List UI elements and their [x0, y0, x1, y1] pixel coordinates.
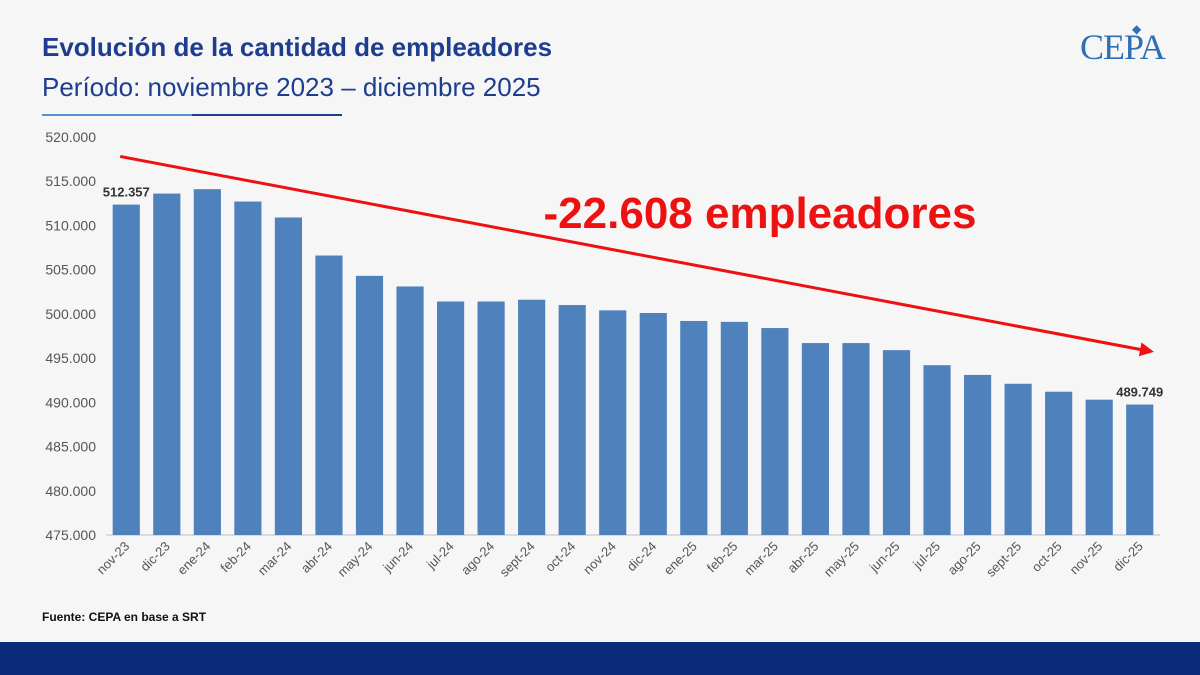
y-tick-label: 490.000: [45, 394, 96, 410]
x-tick-label: may-25: [821, 539, 862, 580]
footer-bar: [0, 642, 1200, 675]
bar: [274, 217, 303, 535]
bar: [1045, 391, 1073, 535]
x-tick-label: oct-24: [542, 539, 578, 575]
x-tick-label: dic-23: [137, 539, 173, 575]
x-tick-label: mar-24: [255, 539, 295, 579]
logo-accent-icon: ◆: [1132, 22, 1142, 36]
bar: [153, 193, 181, 536]
y-tick-label: 510.000: [45, 217, 96, 233]
y-tick-label: 515.000: [45, 173, 96, 189]
x-tick-label: abr-24: [298, 539, 335, 576]
x-tick-label: jul-25: [909, 539, 943, 573]
source-note: Fuente: CEPA en base a SRT: [42, 610, 207, 624]
bar: [801, 343, 830, 535]
bar: [558, 305, 586, 535]
x-tick-label: ene-24: [174, 539, 213, 578]
title-underline-dark: [192, 114, 342, 116]
cepa-logo: CEPA ◆: [1080, 22, 1170, 70]
x-tick-label: abr-25: [784, 539, 821, 576]
x-tick-label: ene-25: [661, 539, 700, 578]
bar: [396, 286, 424, 535]
x-tick-label: dic-25: [1110, 539, 1146, 575]
x-tick-label: nov-23: [94, 539, 133, 578]
bar: [599, 310, 627, 535]
trend-arrow-line: [119, 154, 1149, 353]
y-tick-label: 520.000: [45, 129, 96, 145]
x-tick-label: mar-25: [741, 539, 781, 579]
x-tick-label: nov-24: [580, 539, 619, 578]
y-tick-label: 505.000: [45, 262, 96, 278]
chart-subtitle: Período: noviembre 2023 – diciembre 2025: [42, 72, 541, 102]
bar: [355, 275, 384, 535]
bar: [1004, 383, 1032, 535]
bar: [761, 328, 789, 535]
x-tick-label: dic-24: [624, 539, 660, 575]
x-tick-label: oct-25: [1029, 539, 1065, 575]
x-tick-label: jun-25: [866, 539, 903, 576]
chart-title: Evolución de la cantidad de empleadores: [42, 32, 553, 62]
y-tick-label: 485.000: [45, 439, 96, 455]
bar: [1085, 399, 1113, 535]
x-tick-label: ago-25: [944, 539, 983, 578]
data-label: 512.357: [103, 185, 150, 200]
bar: [518, 299, 546, 535]
x-tick-label: jul-24: [423, 539, 457, 573]
y-tick-label: 495.000: [45, 350, 96, 366]
y-tick-label: 480.000: [45, 483, 96, 499]
bar: [842, 343, 870, 535]
x-tick-label: sept-24: [496, 539, 537, 580]
bar: [680, 320, 708, 535]
y-tick-label: 500.000: [45, 306, 96, 322]
bar: [639, 313, 667, 535]
bar: [193, 189, 221, 535]
bar-chart: 475.000 480.000 485.000 490.000 495.000 500.0…: [45, 129, 1163, 580]
trend-annotation: -22.608 empleadores: [544, 189, 977, 238]
y-tick-label: 475.000: [45, 527, 96, 543]
x-tick-label: feb-25: [704, 539, 741, 576]
bar: [963, 374, 992, 535]
data-label: 489.749: [1116, 385, 1163, 400]
logo-text: CEPA: [1080, 27, 1166, 67]
x-tick-label: may-24: [334, 539, 375, 580]
bar: [720, 321, 748, 535]
bar: [477, 301, 505, 535]
title-underline-light: [42, 114, 192, 116]
bar: [882, 350, 911, 535]
x-tick-label: feb-24: [217, 539, 254, 576]
bar: [112, 204, 140, 535]
x-tick-label: sept-25: [983, 539, 1024, 580]
trend-arrowhead-icon: [1138, 342, 1154, 357]
bar: [923, 365, 951, 535]
bar: [234, 201, 262, 535]
x-tick-label: jun-24: [379, 539, 416, 576]
bar: [436, 301, 465, 535]
bar: [315, 255, 343, 535]
x-tick-label: ago-24: [458, 539, 497, 578]
bar: [1126, 404, 1154, 535]
x-tick-label: nov-25: [1067, 539, 1106, 578]
